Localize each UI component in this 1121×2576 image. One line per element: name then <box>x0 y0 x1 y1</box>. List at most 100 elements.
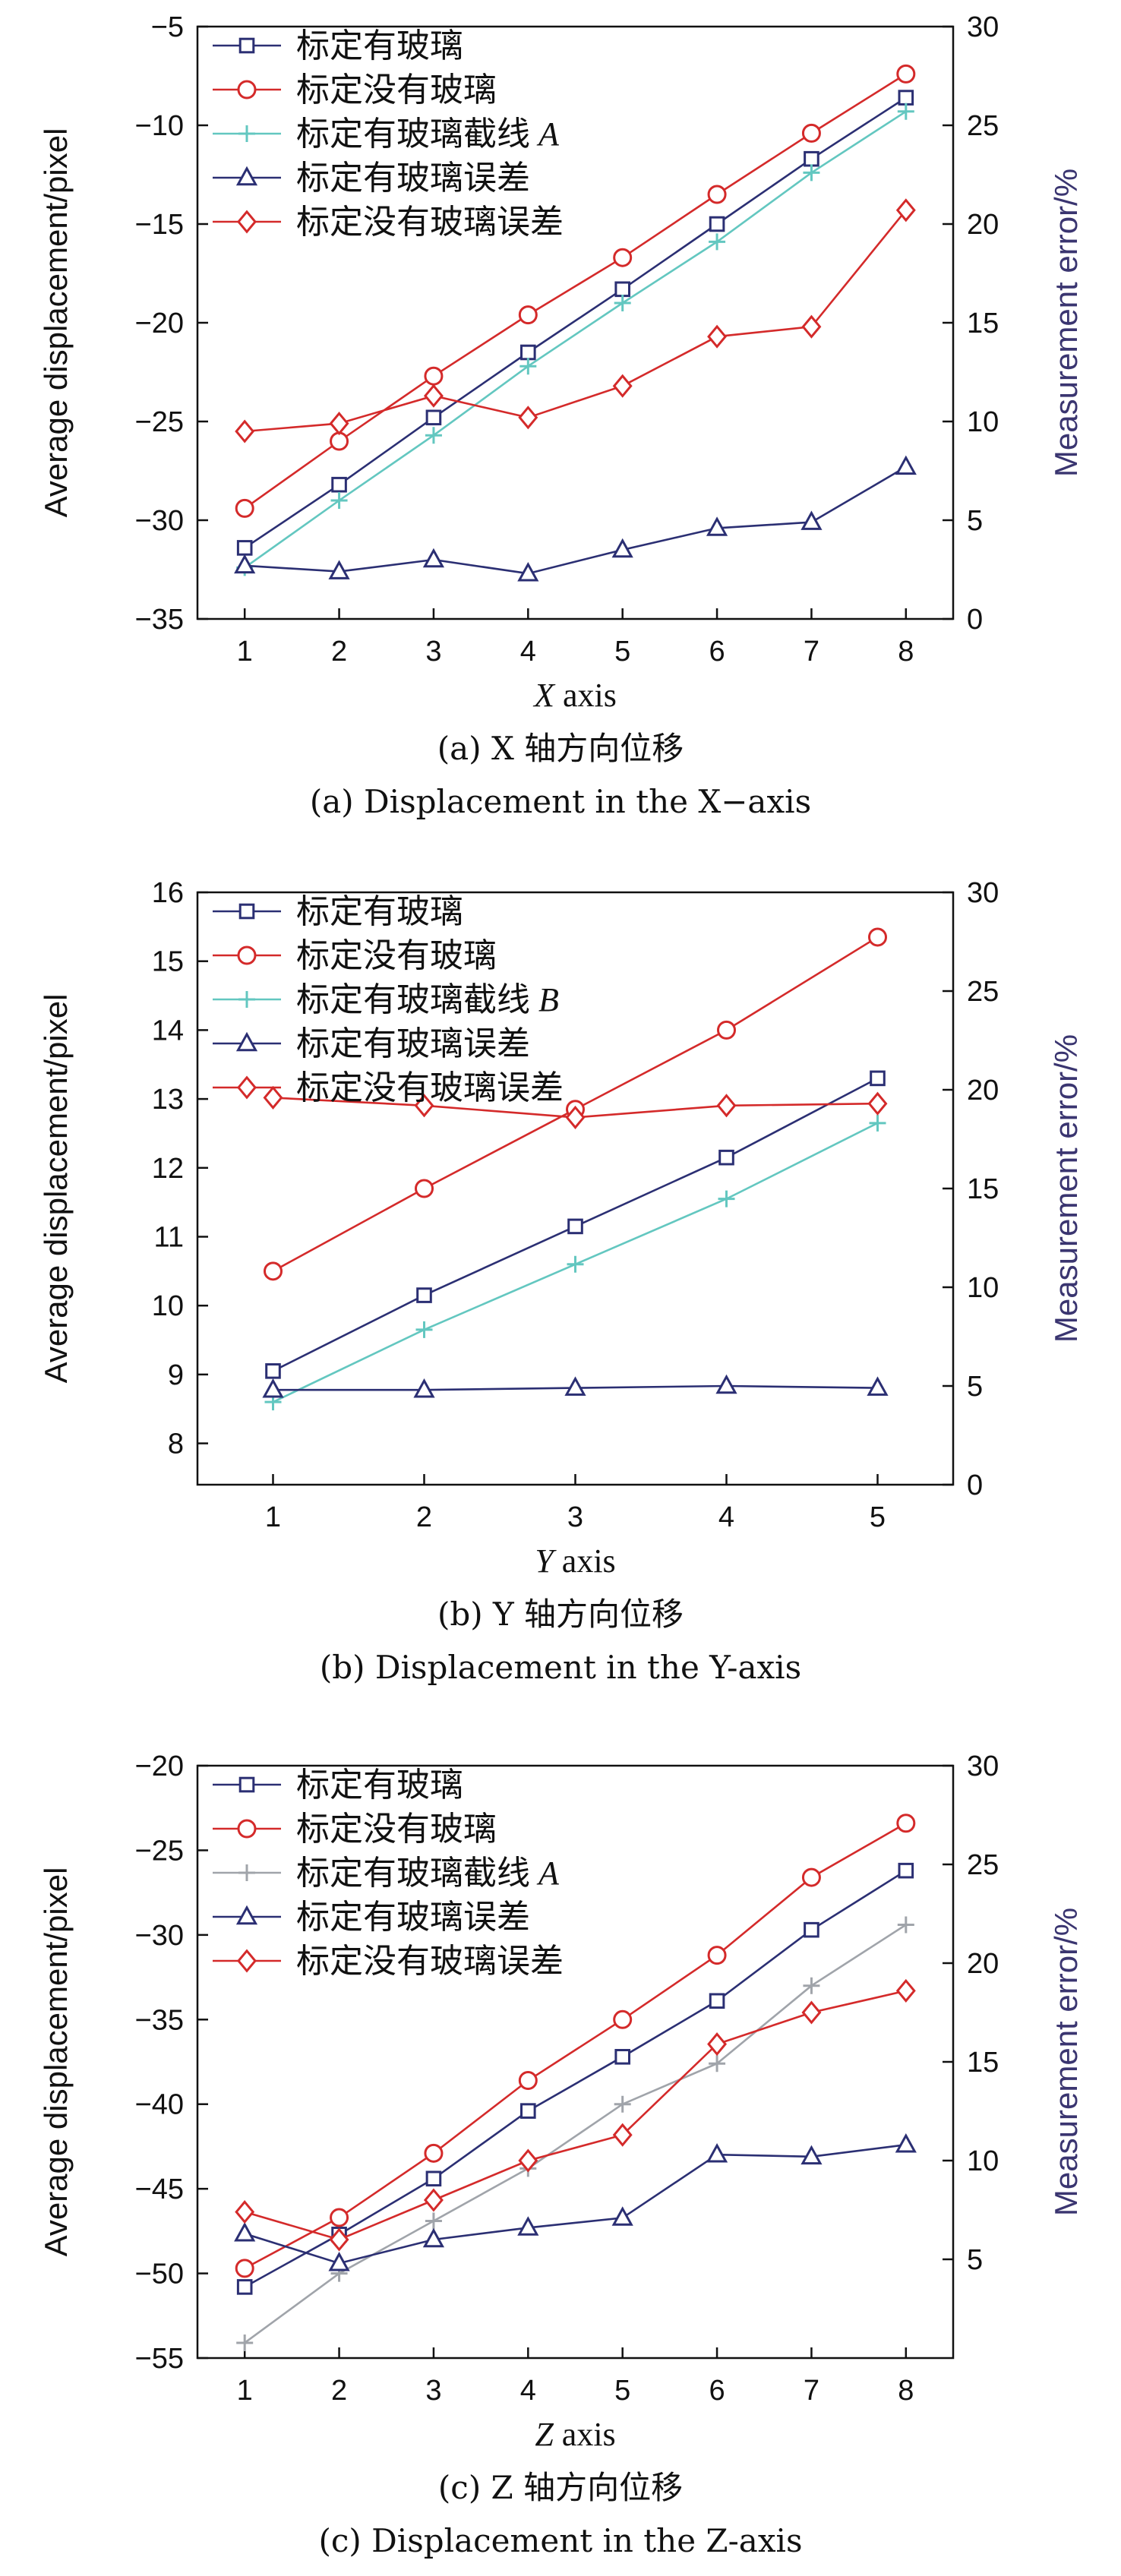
data-point <box>804 1921 819 1938</box>
data-point <box>709 1993 725 2009</box>
data-point <box>895 2132 917 2153</box>
y-axis-title: Average displacement/pixel <box>38 1867 74 2257</box>
legend-entry-2: 标定没有玻璃 <box>213 936 497 975</box>
series-2 <box>235 1814 916 2278</box>
series-line <box>244 1870 907 2288</box>
data-point <box>895 455 917 475</box>
legend-label: 标定没有玻璃 <box>296 1810 497 1848</box>
legend-entry-1: 标定有玻璃 <box>213 1766 463 1804</box>
data-point <box>330 2208 349 2227</box>
data-point <box>236 540 253 556</box>
caption-cn-c: (c) Z 轴方向位移 <box>437 2469 684 2506</box>
data-point <box>801 123 821 143</box>
y-tick-label: 15 <box>152 946 184 978</box>
y2-tick-label: 15 <box>967 308 999 339</box>
series-line <box>245 209 907 433</box>
data-point <box>614 281 630 298</box>
y2-tick-label: 30 <box>967 11 999 43</box>
series-4 <box>262 1374 889 1398</box>
data-point <box>520 2103 536 2119</box>
data-point <box>329 412 349 436</box>
y2-tick-label: 25 <box>967 1849 999 1881</box>
y-tick-label: 14 <box>152 1015 184 1046</box>
x-tick-label: 1 <box>237 2375 253 2407</box>
data-point <box>707 185 727 204</box>
x-axis-title: X axis <box>532 677 617 714</box>
legend-entry-5: 标定没有玻璃误差 <box>213 1069 564 1107</box>
y-tick-label: 11 <box>154 1221 184 1253</box>
data-point <box>518 2071 538 2091</box>
y2-tick-label: 10 <box>967 2145 999 2177</box>
legend-entry-5: 标定没有玻璃误差 <box>213 203 564 242</box>
y-tick-label: −35 <box>135 604 184 636</box>
y-tick-label: 10 <box>152 1290 184 1322</box>
x-axis-title: Y axis <box>535 1542 615 1580</box>
y-tick-label: 8 <box>168 1428 184 1460</box>
series-2 <box>264 927 887 1281</box>
y-tick-label: −40 <box>135 2089 184 2121</box>
x-tick-label: 4 <box>520 2375 536 2407</box>
x-axis-title: Z axis <box>535 2416 615 2453</box>
x-tick-label: 1 <box>237 636 253 668</box>
y-tick-label: −15 <box>135 209 184 241</box>
legend-marker <box>237 80 257 99</box>
caption-cn-b: (b) Y 轴方向位移 <box>437 1596 684 1633</box>
legend-label: 标定有玻璃误差 <box>296 1024 530 1063</box>
y-tick-label: −30 <box>135 1920 184 1952</box>
data-point <box>329 2227 349 2252</box>
y2-tick-label: 25 <box>967 976 999 1008</box>
x-tick-label: 7 <box>804 636 819 668</box>
data-point <box>262 1378 284 1398</box>
series-3 <box>264 1114 886 1411</box>
y-tick-label: 13 <box>152 1084 184 1116</box>
data-point <box>415 1179 434 1198</box>
data-point <box>717 1020 736 1040</box>
legend-marker <box>237 1819 257 1839</box>
series-line <box>244 1924 907 2344</box>
x-tick-label: 2 <box>331 2375 347 2407</box>
y2-tick-label: 30 <box>967 1750 999 1782</box>
legend-marker <box>237 945 257 965</box>
legend-marker <box>238 1776 255 1793</box>
x-tick-label: 4 <box>520 636 536 668</box>
y2-tick-label: 5 <box>967 2244 983 2276</box>
legend-marker <box>238 903 255 920</box>
x-tick-label: 5 <box>614 636 630 668</box>
series-4 <box>234 455 917 582</box>
legend-label: 标定有玻璃 <box>296 27 463 65</box>
legend-marker <box>238 125 255 142</box>
data-point <box>328 2251 350 2271</box>
y-tick-label: −30 <box>135 505 184 537</box>
series-line <box>245 466 907 575</box>
data-point <box>520 344 536 361</box>
series-5 <box>263 1085 888 1129</box>
data-point <box>263 1085 283 1110</box>
data-point <box>517 2216 539 2236</box>
data-point <box>264 1261 283 1281</box>
data-point <box>567 1255 584 1273</box>
data-point <box>867 1376 889 1396</box>
x-tick-label: 4 <box>718 1501 734 1533</box>
data-point <box>803 1977 820 1994</box>
data-point <box>518 305 538 325</box>
x-tick-label: 7 <box>804 2375 819 2407</box>
x-tick-label: 8 <box>898 636 914 668</box>
series-1 <box>265 1070 886 1379</box>
data-point <box>235 419 255 444</box>
x-tick-label: 3 <box>567 1501 583 1533</box>
data-point <box>707 2032 728 2057</box>
y2-tick-label: 0 <box>967 1470 983 1501</box>
legend-entry-3: 标定有玻璃截线 A <box>213 1854 560 1893</box>
data-point <box>414 1094 434 1118</box>
x-tick-label: 2 <box>416 1501 432 1533</box>
data-point <box>707 324 728 349</box>
x-tick-label: 2 <box>331 636 347 668</box>
data-point <box>265 1363 281 1379</box>
legend-label: 标定没有玻璃 <box>296 71 497 109</box>
y2-tick-label: 15 <box>967 2047 999 2079</box>
x-tick-label: 3 <box>425 2375 441 2407</box>
x-tick-label: 8 <box>898 2375 914 2407</box>
data-point <box>234 554 256 574</box>
data-point <box>518 2148 538 2173</box>
data-point <box>800 2145 823 2165</box>
